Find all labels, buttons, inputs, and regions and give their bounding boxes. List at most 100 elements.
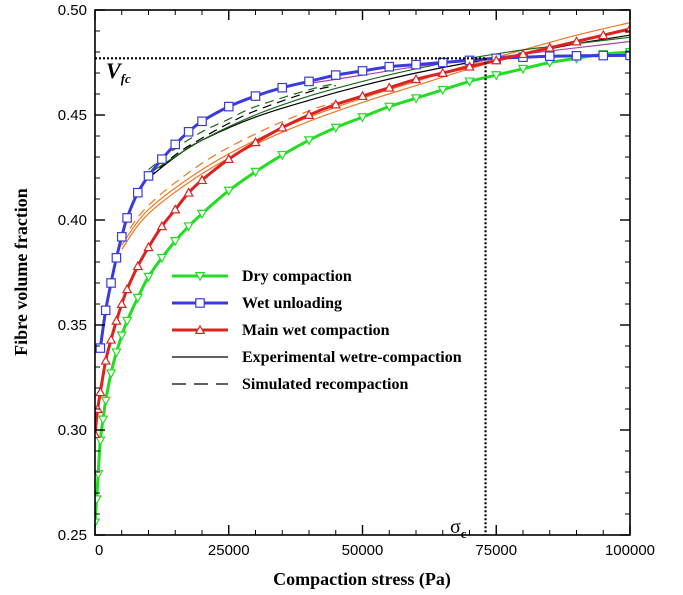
series-2-point-18 xyxy=(330,99,341,109)
series-1-point-9 xyxy=(170,139,181,150)
series-1-point-5 xyxy=(122,213,132,223)
series-line-2 xyxy=(95,27,630,435)
x-tick-label: 0 xyxy=(95,542,103,559)
y-axis-label: Fibre volume fraction xyxy=(11,188,31,356)
series-2-point-17 xyxy=(303,109,315,119)
series-2-point-6 xyxy=(116,298,127,308)
series-0-point-18 xyxy=(277,150,288,161)
series-2-point-21 xyxy=(410,73,422,84)
series-0-point-16 xyxy=(223,186,234,197)
x-tick-label: 75000 xyxy=(475,542,517,559)
series-line-7 xyxy=(121,101,336,242)
series-0-point-25 xyxy=(464,77,475,87)
x-axis-label: Compaction stress (Pa) xyxy=(273,569,451,590)
series-0-point-21 xyxy=(357,113,368,123)
series-1-point-4 xyxy=(116,232,127,242)
series-2-point-20 xyxy=(384,82,395,92)
vfc-main: V xyxy=(106,58,123,83)
axes xyxy=(94,9,631,536)
legend-item: Main wet compaction xyxy=(172,322,390,339)
series-0-point-10 xyxy=(132,293,144,304)
sigma-sub: c xyxy=(461,526,467,541)
series-4 xyxy=(148,85,336,179)
legend-item: Experimental wetre-compaction xyxy=(172,349,462,366)
vfc-annotation: Vfc xyxy=(106,58,131,86)
series-1-point-2 xyxy=(106,278,116,288)
series-1-point-13 xyxy=(250,91,261,101)
series-2-point-14 xyxy=(223,153,234,164)
series-0-point-22 xyxy=(384,102,395,113)
vfc-sub: fc xyxy=(121,71,131,86)
series-2-point-15 xyxy=(250,136,261,147)
y-tick-label: 0.25 xyxy=(58,527,87,544)
series-2-point-22 xyxy=(437,67,448,77)
y-tick-label: 0.50 xyxy=(58,2,87,19)
series-0-point-24 xyxy=(437,85,448,96)
series-2-point-0 xyxy=(95,428,101,439)
series-1-point-10 xyxy=(183,126,194,137)
series-1-point-8 xyxy=(157,154,167,164)
series-line-0 xyxy=(95,50,630,523)
series-1-point-18 xyxy=(384,61,395,72)
legend-label: Main wet compaction xyxy=(242,322,390,339)
plot-frame xyxy=(94,9,631,536)
series-2-point-26 xyxy=(544,42,555,52)
series-7 xyxy=(121,101,336,242)
series-2-point-11 xyxy=(170,204,181,214)
series-0-point-23 xyxy=(410,94,422,104)
series-1-point-20 xyxy=(437,57,448,68)
series-0-point-15 xyxy=(196,209,208,220)
series-1-point-7 xyxy=(143,171,154,181)
ticks: 0 25000 50000 75000 100000 0.25 0.30 0.35 0.40 0.… xyxy=(58,2,655,559)
series-2-point-28 xyxy=(598,29,609,40)
series-2-point-13 xyxy=(196,174,208,185)
sigma-main: σ xyxy=(450,516,461,538)
y-tick-label: 0.40 xyxy=(58,212,87,229)
series-1-point-12 xyxy=(223,101,234,112)
series-2-point-8 xyxy=(132,260,144,271)
plot-lines xyxy=(95,22,630,528)
series-0-point-8 xyxy=(116,331,127,341)
legend-marker xyxy=(194,324,206,334)
y-tick-label: 0.30 xyxy=(58,422,87,439)
legend-item: Dry compaction xyxy=(172,268,352,285)
series-2-point-25 xyxy=(517,48,529,59)
legend-label: Wet unloading xyxy=(242,295,342,312)
x-tick-label: 100000 xyxy=(605,542,655,559)
x-tick-label: 25000 xyxy=(208,542,250,559)
series-0-point-6 xyxy=(105,369,117,379)
series-1-point-15 xyxy=(304,76,314,87)
series-1-point-19 xyxy=(411,59,421,70)
series-0-point-19 xyxy=(303,136,315,146)
series-1-point-17 xyxy=(357,66,368,76)
series-0-point-13 xyxy=(170,237,181,247)
series-2 xyxy=(95,23,630,439)
series-2-point-10 xyxy=(156,220,168,231)
legend-label: Dry compaction xyxy=(242,268,352,285)
series-0-point-5 xyxy=(100,396,111,407)
series-2-point-12 xyxy=(183,187,194,197)
series-0-point-3 xyxy=(95,436,106,446)
series-1-point-6 xyxy=(133,187,143,198)
series-1-point-24 xyxy=(544,51,555,61)
series-2-point-3 xyxy=(100,355,111,365)
series-2-point-4 xyxy=(105,334,117,344)
series-0-point-2 xyxy=(95,470,104,480)
series-2-point-16 xyxy=(277,122,288,132)
series-1-point-16 xyxy=(330,70,341,80)
series-1-point-26 xyxy=(598,50,609,61)
series-0-point-17 xyxy=(250,167,261,178)
series-2-point-19 xyxy=(357,90,368,101)
series-2-point-7 xyxy=(121,283,133,294)
series-1-point-1 xyxy=(100,305,111,316)
series-0-point-9 xyxy=(121,316,133,327)
legend-marker xyxy=(194,272,206,282)
series-0 xyxy=(95,48,630,528)
series-2-point-5 xyxy=(111,315,122,325)
series-0-point-26 xyxy=(491,71,502,81)
series-2-point-29 xyxy=(624,23,630,33)
legend-label: Simulated recompaction xyxy=(242,376,408,393)
series-2-point-27 xyxy=(571,36,582,46)
series-0-point-4 xyxy=(97,415,109,425)
